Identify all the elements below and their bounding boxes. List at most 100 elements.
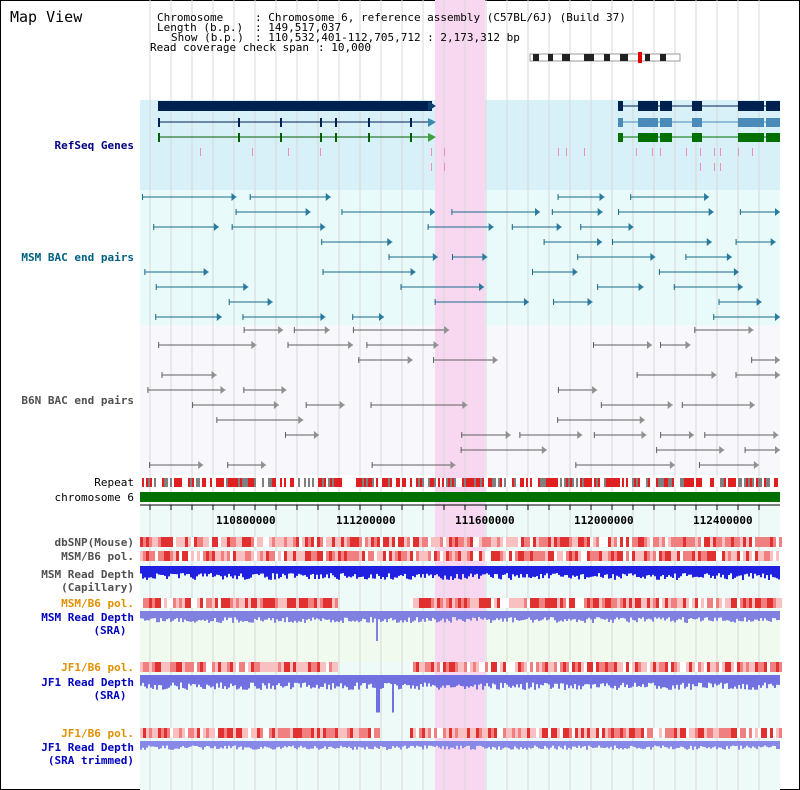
depth-bar — [246, 675, 248, 690]
repeat-cell — [566, 478, 568, 487]
depth-bar — [512, 675, 514, 686]
heat-cell — [434, 728, 437, 738]
depth-bar — [148, 566, 150, 578]
heat-cell — [194, 598, 197, 608]
bac-end-marker — [711, 371, 717, 379]
depth-bar — [422, 675, 424, 687]
repeat-cell — [590, 478, 592, 487]
heat-cell — [383, 537, 386, 547]
depth-bar — [550, 675, 552, 689]
depth-bar — [596, 611, 598, 618]
heat-cell — [218, 598, 221, 608]
track-label-jf1-b6-pol[interactable]: JF1/B6 pol. — [61, 661, 134, 674]
depth-bar — [248, 675, 250, 689]
track-label-msm-capillary[interactable]: MSM Read Depth — [41, 568, 134, 581]
depth-bar — [604, 675, 606, 687]
track-label-msm-b6-pol-2[interactable]: MSM/B6 pol. — [61, 597, 134, 610]
heat-cell — [233, 662, 236, 672]
depth-bar — [678, 566, 680, 578]
track-label-msm-bac[interactable]: MSM BAC end pairs — [21, 251, 134, 264]
depth-bar — [380, 675, 382, 689]
repeat-cell — [690, 478, 692, 487]
depth-bar — [608, 566, 610, 579]
repeat-cell — [626, 478, 628, 487]
depth-bar — [656, 741, 658, 747]
depth-bar — [142, 566, 144, 579]
depth-bar — [492, 741, 494, 747]
repeat-cell — [548, 478, 550, 487]
repeat-cell — [652, 478, 654, 487]
repeat-cell — [722, 478, 724, 487]
depth-bar — [414, 611, 416, 621]
heat-cell — [680, 537, 683, 547]
exon — [158, 133, 160, 142]
depth-bar — [718, 566, 720, 574]
depth-bar — [170, 741, 172, 750]
heat-cell — [446, 598, 449, 608]
depth-bar — [468, 611, 470, 620]
heat-cell — [365, 728, 368, 738]
depth-bar — [532, 675, 534, 683]
heat-cell — [275, 662, 278, 672]
repeat-cell — [630, 478, 632, 487]
depth-bar — [482, 675, 484, 690]
track-label-dbsnp[interactable]: dbSNP(Mouse) — [54, 536, 134, 549]
depth-bar — [514, 675, 516, 688]
heat-cell — [320, 662, 323, 672]
heat-cell — [548, 728, 551, 738]
depth-bar — [550, 741, 552, 748]
track-label-msm-b6-pol[interactable]: MSM/B6 pol. — [61, 550, 134, 563]
depth-bar — [462, 566, 464, 575]
depth-bar — [330, 675, 332, 690]
heat-cell — [518, 598, 521, 608]
track-label-b6n-bac[interactable]: B6N BAC end pairs — [21, 394, 134, 407]
bac-end — [305, 402, 307, 408]
depth-bar — [398, 675, 400, 690]
depth-bar — [244, 741, 246, 748]
heat-cell — [686, 728, 689, 738]
depth-bar — [666, 611, 668, 619]
depth-bar — [282, 566, 284, 574]
heat-cell — [158, 662, 161, 672]
track-label-jf1-trimmed[interactable]: JF1 Read Depth — [41, 741, 134, 754]
repeat-cell — [766, 478, 768, 487]
axis-tick-label: 110800000 — [216, 514, 276, 527]
depth-bar — [500, 566, 502, 580]
track-label-msm-sra[interactable]: MSM Read Depth — [41, 611, 134, 624]
track-label-jf1-sra[interactable]: JF1 Read Depth — [41, 676, 134, 689]
depth-bar — [740, 611, 742, 622]
heat-cell — [302, 728, 305, 738]
heat-cell — [290, 598, 293, 608]
heat-cell — [167, 537, 170, 547]
heat-cell — [596, 537, 599, 547]
depth-bar — [330, 566, 332, 574]
depth-bar — [692, 741, 694, 750]
depth-bar — [524, 611, 526, 620]
heat-cell — [305, 662, 308, 672]
depth-bar — [544, 611, 546, 618]
heat-cell — [530, 598, 533, 608]
heat-cell — [257, 537, 260, 547]
depth-bar — [762, 611, 764, 621]
depth-bar — [622, 566, 624, 574]
heat-cell — [224, 537, 227, 547]
heat-cell — [671, 598, 674, 608]
depth-bar — [182, 566, 184, 574]
depth-bar — [608, 741, 610, 749]
repeat-cell — [584, 478, 586, 487]
bac-end — [149, 462, 151, 468]
depth-bar — [678, 741, 680, 748]
heat-cell — [755, 598, 758, 608]
track-label-jf1-b6-pol-2[interactable]: JF1/B6 pol. — [61, 727, 134, 740]
heat-cell — [653, 662, 656, 672]
depth-bar — [324, 675, 326, 684]
repeat-cell — [778, 478, 780, 487]
depth-bar — [624, 611, 626, 619]
heat-cell — [701, 598, 704, 608]
heat-cell — [617, 598, 620, 608]
track-label-refseq[interactable]: RefSeq Genes — [54, 139, 134, 152]
depth-bar — [236, 611, 238, 620]
depth-bar — [318, 675, 320, 689]
heat-cell — [686, 551, 689, 561]
